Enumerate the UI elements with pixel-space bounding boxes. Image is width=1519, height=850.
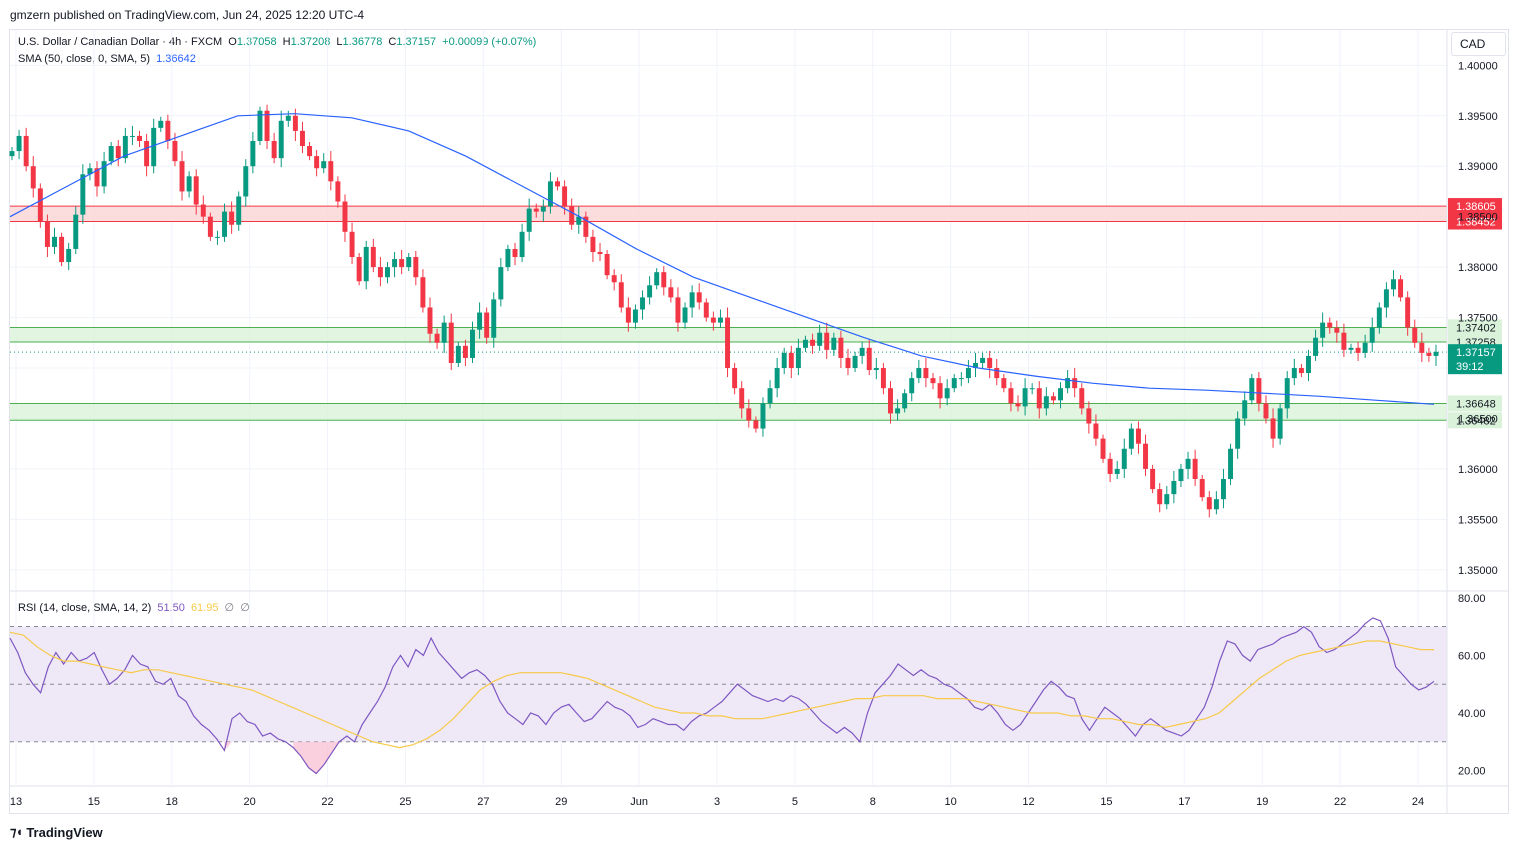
open-value: 1.37058 xyxy=(236,36,277,48)
change-value: +0.00099 (+0.07%) xyxy=(442,36,537,48)
currency-selector[interactable]: CAD xyxy=(1451,32,1506,56)
sma-label: SMA (50, close, 0, SMA, 5) xyxy=(18,53,151,65)
footer-brand-label: TradingView xyxy=(26,824,103,840)
low-label: L xyxy=(336,36,343,48)
rsi-value: 51.50 xyxy=(157,602,185,614)
open-label: O xyxy=(228,36,237,48)
low-value: 1.36778 xyxy=(342,36,383,48)
sma-legend[interactable]: SMA (50, close, 0, SMA, 5) 1.36642 xyxy=(18,53,199,65)
high-label: H xyxy=(282,36,291,48)
footer-brand[interactable]: ⁊◖ TradingView xyxy=(10,824,103,840)
published-by-line: gmzern published on TradingView.com, Jun… xyxy=(10,8,364,22)
rsi-na-1: ∅ xyxy=(224,602,235,614)
rsi-na-2: ∅ xyxy=(240,602,250,614)
chart-frame[interactable] xyxy=(9,29,1509,814)
close-value: 1.37157 xyxy=(396,36,437,48)
symbol-label[interactable]: U.S. Dollar / Canadian Dollar · 4h · FXC… xyxy=(18,36,223,48)
tradingview-logo-icon: ⁊◖ xyxy=(10,824,23,839)
high-value: 1.37208 xyxy=(290,36,331,48)
sma-value: 1.36642 xyxy=(156,53,196,65)
rsi-legend[interactable]: RSI (14, close, SMA, 14, 2) 51.50 61.95 … xyxy=(18,601,253,614)
close-label: C xyxy=(388,36,397,48)
rsi-label: RSI (14, close, SMA, 14, 2) xyxy=(18,602,152,614)
rsi-ma-value: 61.95 xyxy=(190,602,219,614)
price-legend: U.S. Dollar / Canadian Dollar · 4h · FXC… xyxy=(18,36,539,48)
